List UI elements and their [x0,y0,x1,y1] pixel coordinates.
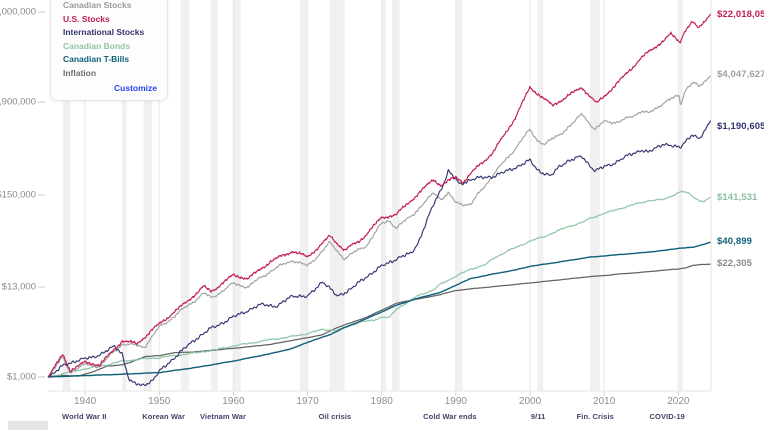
recession-band [62,0,71,391]
end-value-canadian-stocks: $4,047,627 [717,69,764,80]
recession-band [329,0,345,391]
x-axis-year-label: 1950 [148,396,171,407]
event-label-fin-crisis: Fin. Crisis [576,412,614,421]
series-line-us-stocks [47,13,711,378]
recession-band [590,0,600,391]
recession-band [300,0,309,391]
recession-band [537,0,544,391]
end-value-us-stocks: $22,018,051 [717,9,764,20]
y-axis-label: $1,000 [6,371,36,383]
legend-item-canadian-bonds[interactable]: Canadian Bonds [63,40,131,51]
series-line-canadian-bonds [47,190,711,378]
end-value-international-stocks: $1,190,605 [717,121,764,132]
recession-band [180,0,189,391]
recession-band [455,0,463,391]
recession-band [232,0,241,391]
recession-band [381,0,387,391]
legend-item-inflation[interactable]: Inflation [63,67,97,78]
legend-panel: Canadian Stocks U.S. Stocks International … [50,0,168,101]
x-axis-year-label: 2020 [667,396,690,407]
end-value-canadian-bonds: $141,531 [717,192,758,203]
legend-item-us-stocks[interactable]: U.S. Stocks [63,13,110,24]
end-value-tbills: $40,899 [717,236,753,247]
event-label-korean-war: Korean War [142,412,186,421]
series-line-international-stocks [47,120,712,387]
x-axis-year-label: 1960 [222,396,245,407]
y-axis-label: $1,900,000 [0,96,36,108]
event-label-9-11: 9/11 [530,412,546,421]
x-axis-year-label: 1980 [370,396,393,407]
bottom-left-fragment [8,421,48,430]
event-label-oil-crisis: Oil crisis [318,412,352,421]
end-value-inflation: $22,305 [717,258,753,269]
x-axis-year-label: 1970 [296,396,319,407]
recession-band [211,0,218,391]
y-axis-label: $150,000 [0,189,36,201]
recession-band [122,0,127,391]
recession-band [143,0,152,391]
event-label-cold-war-ends: Cold War ends [423,412,477,421]
customize-link[interactable]: Customize [114,82,157,93]
event-label-world-war-ii: World War II [62,412,107,421]
event-label-covid-19: COVID-19 [649,412,685,421]
x-axis-year-label: 2010 [593,396,616,407]
legend-item-tbills[interactable]: Canadian T-Bills [63,54,130,65]
series-line-inflation [47,263,711,378]
legend-item-international-stocks[interactable]: International Stocks [63,27,145,38]
x-axis-year-label: 1990 [444,396,467,407]
recession-band [392,0,400,391]
x-axis-year-label: 1940 [73,396,97,407]
y-axis-label: $13,000 [1,281,36,293]
recession-band [679,0,683,391]
y-axis-label: $23,000,000 [0,6,36,18]
legend-item-canadian-stocks[interactable]: Canadian Stocks [63,0,132,10]
x-axis-year-label: 2000 [518,396,542,407]
event-label-vietnam-war: Vietnam War [199,412,247,421]
series-line-canadian-stocks [47,75,711,378]
